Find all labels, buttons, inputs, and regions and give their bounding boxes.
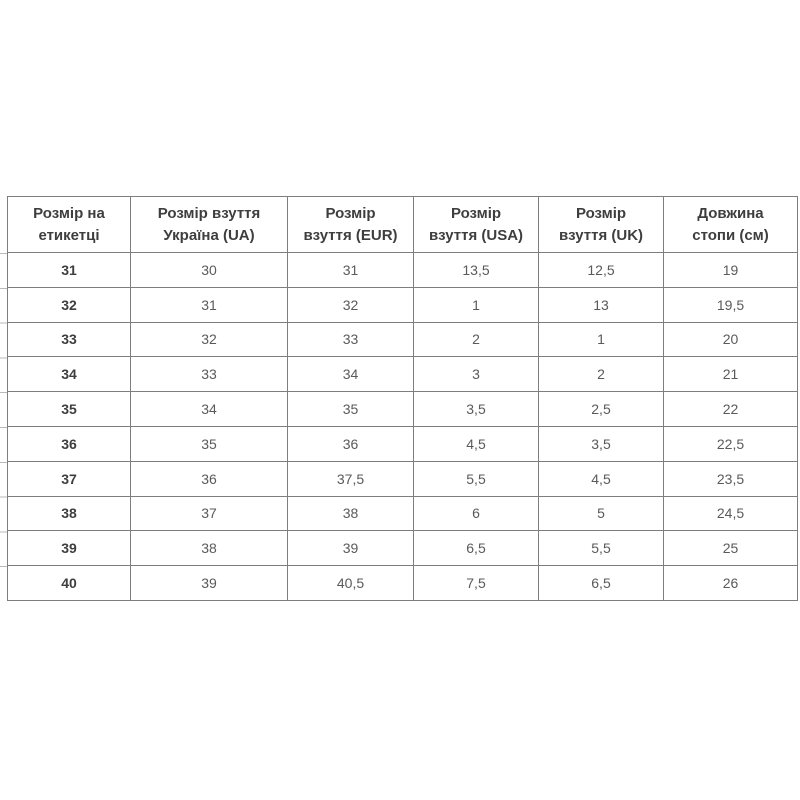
table-cell: 33	[287, 321, 414, 358]
size-label-cell: 35	[7, 391, 131, 427]
table-cell: 3	[413, 356, 539, 393]
column-header-foot-length: Довжина стопи (см)	[663, 196, 798, 253]
size-label-cell: 37	[7, 460, 131, 497]
table-cell: 3,5	[413, 391, 539, 427]
table-cell: 5,5	[413, 460, 539, 497]
table-cell: 1	[538, 321, 664, 358]
table-cell: 31	[287, 252, 414, 288]
table-row: 37 36 37,5 5,5 4,5 23,5	[7, 460, 798, 497]
table-cell: 13	[538, 286, 664, 323]
table-header-row: Розмір на етикетці Розмір взуття Україна…	[7, 196, 798, 253]
table-cell: 2,5	[538, 391, 664, 427]
table-cell: 32	[130, 321, 288, 358]
table-cell: 36	[130, 460, 288, 497]
shoe-size-conversion-table: Розмір на етикетці Розмір взуття Україна…	[7, 196, 798, 601]
size-label-cell: 40	[7, 565, 131, 601]
column-header-eur-size: Розмір взуття (EUR)	[287, 196, 414, 253]
table-row: 40 39 40,5 7,5 6,5 26	[7, 565, 798, 601]
table-cell: 25	[663, 530, 798, 567]
table-cell: 34	[130, 391, 288, 427]
table-cell: 22,5	[663, 425, 798, 462]
table-row: 38 37 38 6 5 24,5	[7, 495, 798, 532]
table-cell: 19	[663, 252, 798, 288]
table-cell: 33	[130, 356, 288, 393]
table-cell: 12,5	[538, 252, 664, 288]
table-cell: 19,5	[663, 286, 798, 323]
size-label-cell: 33	[7, 321, 131, 358]
table-cell: 24,5	[663, 495, 798, 532]
column-header-uk-size: Розмір взуття (UK)	[538, 196, 664, 253]
table-cell: 2	[538, 356, 664, 393]
table-cell: 2	[413, 321, 539, 358]
table-cell: 38	[287, 495, 414, 532]
table-cell: 20	[663, 321, 798, 358]
table-cell: 22	[663, 391, 798, 427]
table-cell: 6	[413, 495, 539, 532]
table-cell: 37,5	[287, 460, 414, 497]
table-cell: 32	[287, 286, 414, 323]
size-label-cell: 34	[7, 356, 131, 393]
column-header-ua-size: Розмір взуття Україна (UA)	[130, 196, 288, 253]
size-label-cell: 32	[7, 286, 131, 323]
column-header-label-size: Розмір на етикетці	[7, 196, 131, 253]
table-row: 34 33 34 3 2 21	[7, 356, 798, 393]
table-cell: 6,5	[538, 565, 664, 601]
column-header-usa-size: Розмір взуття (USA)	[413, 196, 539, 253]
table-row: 39 38 39 6,5 5,5 25	[7, 530, 798, 567]
table-cell: 4,5	[538, 460, 664, 497]
table-cell: 39	[130, 565, 288, 601]
table-cell: 5,5	[538, 530, 664, 567]
table-cell: 35	[287, 391, 414, 427]
table-row: 35 34 35 3,5 2,5 22	[7, 391, 798, 427]
table-cell: 38	[130, 530, 288, 567]
table-cell: 26	[663, 565, 798, 601]
table-header: Розмір на етикетці Розмір взуття Україна…	[7, 196, 798, 253]
table-row: 32 31 32 1 13 19,5	[7, 286, 798, 323]
table-cell: 34	[287, 356, 414, 393]
size-label-cell: 31	[7, 252, 131, 288]
table-row: 33 32 33 2 1 20	[7, 321, 798, 358]
table-cell: 4,5	[413, 425, 539, 462]
table-cell: 39	[287, 530, 414, 567]
table-cell: 5	[538, 495, 664, 532]
table-cell: 36	[287, 425, 414, 462]
table-cell: 40,5	[287, 565, 414, 601]
size-label-cell: 36	[7, 425, 131, 462]
table-cell: 7,5	[413, 565, 539, 601]
table-cell: 13,5	[413, 252, 539, 288]
cropped-table-edge-lines	[0, 253, 7, 600]
table-cell: 35	[130, 425, 288, 462]
size-label-cell: 39	[7, 530, 131, 567]
table-row: 31 30 31 13,5 12,5 19	[7, 252, 798, 288]
table-cell: 6,5	[413, 530, 539, 567]
table-cell: 30	[130, 252, 288, 288]
table-cell: 37	[130, 495, 288, 532]
table-cell: 3,5	[538, 425, 664, 462]
table-cell: 23,5	[663, 460, 798, 497]
table-body: 31 30 31 13,5 12,5 19 32 31 32 1 13 19,5…	[7, 252, 798, 601]
table-cell: 31	[130, 286, 288, 323]
size-label-cell: 38	[7, 495, 131, 532]
table-cell: 21	[663, 356, 798, 393]
table-row: 36 35 36 4,5 3,5 22,5	[7, 425, 798, 462]
table-cell: 1	[413, 286, 539, 323]
